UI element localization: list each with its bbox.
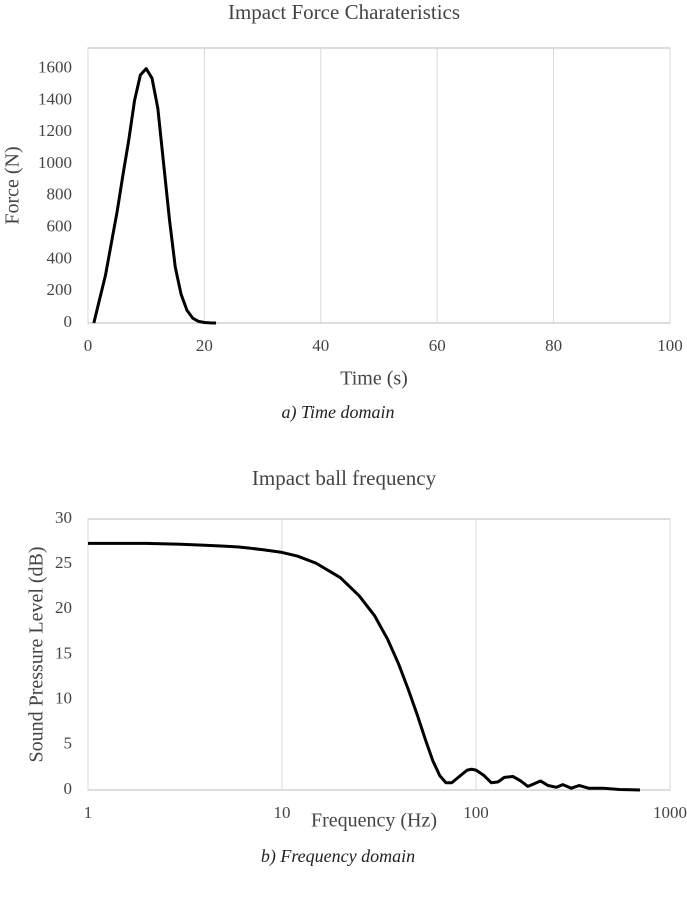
caption: b) Frequency domain: [261, 846, 415, 867]
y-tick-label: 5: [64, 734, 73, 753]
y-tick-label: 30: [55, 508, 72, 527]
x-tick-label: 100: [657, 336, 683, 355]
x-tick-label: 100: [463, 803, 489, 822]
x-axis-title: Time (s): [340, 368, 408, 390]
x-tick-label: 0: [84, 336, 93, 355]
y-tick-label: 1200: [38, 121, 72, 140]
x-tick-label: 60: [429, 336, 446, 355]
y-tick-label: 800: [47, 185, 73, 204]
y-tick-label: 10: [55, 689, 72, 708]
y-tick-label: 1000: [38, 153, 72, 172]
y-tick-label: 200: [47, 280, 73, 299]
y-tick-label: 0: [64, 779, 73, 798]
x-axis-title: Frequency (Hz): [311, 810, 437, 832]
y-tick-label: 20: [55, 598, 72, 617]
y-tick-label: 15: [55, 643, 72, 662]
y-tick-label: 25: [55, 553, 72, 572]
x-tick-label: 80: [545, 336, 562, 355]
plot-area: [87, 518, 671, 791]
x-tick-label: 1: [84, 803, 93, 822]
x-tick-label: 1000: [653, 803, 687, 822]
y-axis-title: Force (N): [2, 146, 24, 224]
x-tick-label: 10: [274, 803, 291, 822]
data-line: [88, 541, 640, 792]
data-line: [92, 67, 217, 325]
chart-title: Impact Force Charateristics: [228, 0, 460, 24]
y-axis-title: Sound Pressure Level (dB): [26, 546, 48, 762]
y-tick-label: 600: [47, 217, 73, 236]
y-tick-label: 1400: [38, 89, 72, 108]
caption: a) Time domain: [281, 402, 394, 423]
chart-title: Impact ball frequency: [252, 466, 437, 490]
plot-area: [87, 47, 671, 324]
y-tick-label: 400: [47, 248, 73, 267]
y-tick-label: 0: [64, 312, 73, 331]
x-tick-label: 20: [196, 336, 213, 355]
x-tick-label: 40: [312, 336, 329, 355]
y-tick-label: 1600: [38, 58, 72, 77]
